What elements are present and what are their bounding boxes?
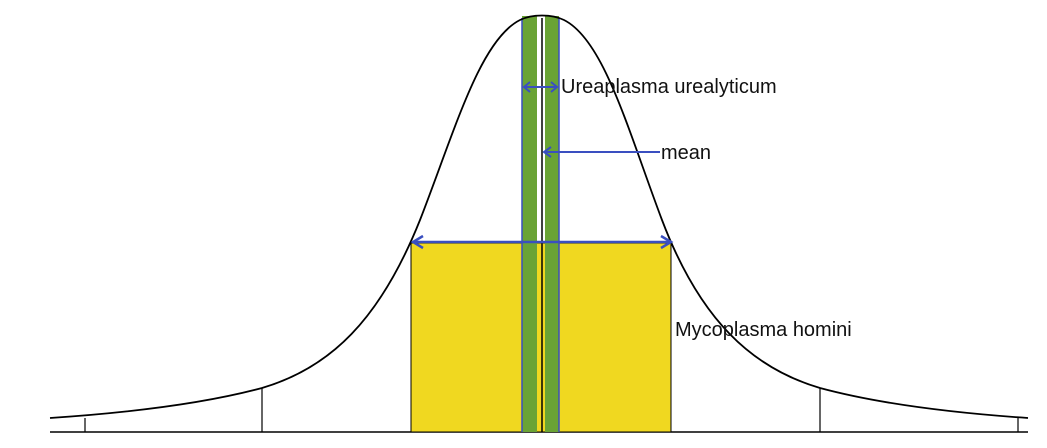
- ureaplasma-band-right: [545, 16, 559, 432]
- mycoplasma-region: [410, 242, 672, 433]
- bell-curve: [49, 14, 1029, 419]
- ureaplasma-range-arrow: [522, 81, 559, 93]
- mycoplasma-label: Mycoplasma homini: [675, 319, 852, 341]
- mycoplasma-range-arrow: [410, 234, 674, 250]
- ureaplasma-label: Ureaplasma urealyticum: [561, 76, 777, 98]
- ureaplasma-band-left: [522, 16, 537, 432]
- mean-label: mean: [661, 142, 711, 164]
- mean-pointer-arrow: [542, 146, 660, 158]
